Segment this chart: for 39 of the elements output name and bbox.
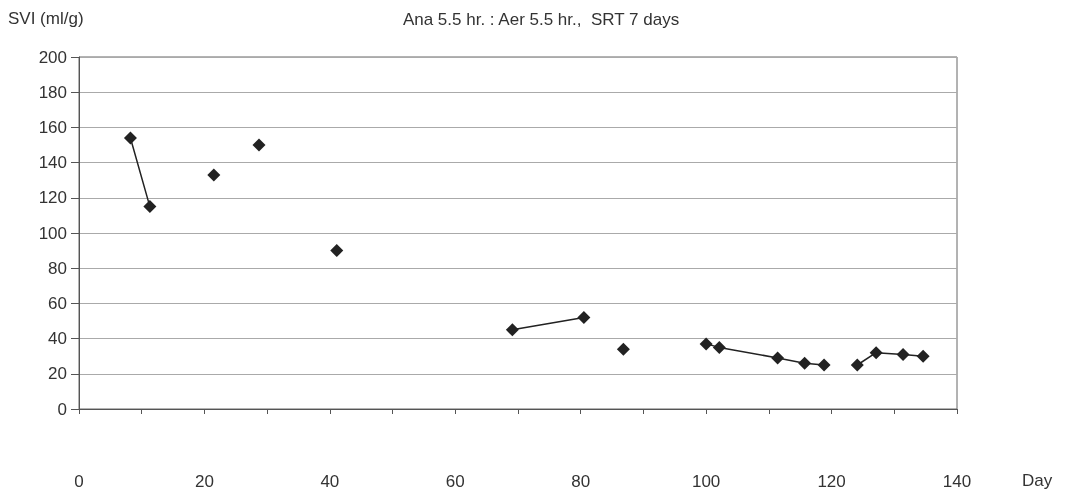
point bbox=[252, 138, 266, 152]
point bbox=[616, 342, 630, 356]
x-tick-label: 80 bbox=[571, 472, 591, 491]
point bbox=[916, 349, 930, 363]
x-tick-label: 40 bbox=[320, 472, 340, 491]
point bbox=[143, 200, 157, 214]
chart-title: Ana 5.5 hr. : Aer 5.5 hr., SRT 7 days bbox=[402, 10, 680, 29]
x-axis-title: Day bbox=[1022, 471, 1053, 490]
y-axis-title: SVI (ml/g) bbox=[8, 9, 84, 28]
y-tick-label: 20 bbox=[48, 364, 67, 384]
y-tick-label: 120 bbox=[38, 188, 67, 208]
point bbox=[817, 358, 831, 372]
point bbox=[850, 358, 864, 372]
point bbox=[896, 347, 910, 361]
y-tick-label: 160 bbox=[38, 117, 67, 137]
x-tick-label: 0 bbox=[74, 472, 84, 491]
point bbox=[771, 351, 785, 365]
point bbox=[798, 356, 812, 370]
y-tick-label: 60 bbox=[48, 293, 67, 313]
y-tick-label: 140 bbox=[38, 153, 67, 173]
y-tick-label: 80 bbox=[48, 258, 67, 278]
point bbox=[330, 244, 344, 258]
point bbox=[869, 346, 883, 360]
y-tick-label: 180 bbox=[38, 82, 67, 102]
x-tick-label: 120 bbox=[817, 472, 846, 491]
y-tick-label: 100 bbox=[38, 223, 67, 243]
point bbox=[699, 337, 713, 351]
point bbox=[207, 168, 221, 182]
point bbox=[577, 310, 591, 324]
x-tick-label: 140 bbox=[942, 472, 972, 491]
y-tick-label: 40 bbox=[48, 329, 67, 349]
x-tick-label: 60 bbox=[445, 472, 465, 491]
point bbox=[123, 131, 137, 145]
x-tick-label: 100 bbox=[691, 472, 721, 491]
y-tick-label: 0 bbox=[57, 399, 67, 419]
x-tick-label: 20 bbox=[194, 472, 214, 491]
point bbox=[712, 340, 726, 354]
point bbox=[505, 323, 519, 337]
y-tick-label: 200 bbox=[38, 47, 67, 67]
